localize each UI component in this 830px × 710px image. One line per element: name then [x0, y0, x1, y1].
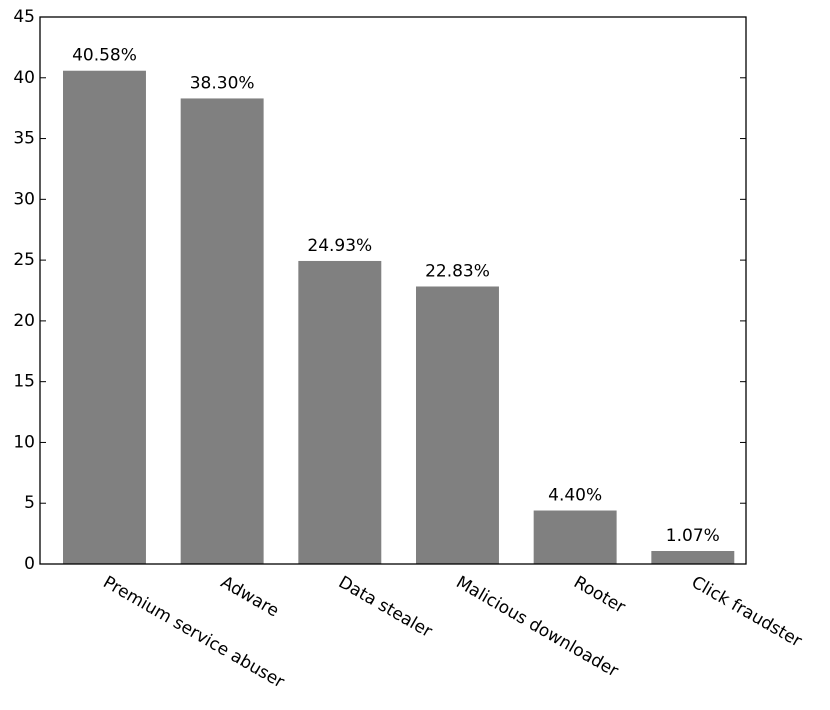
bar [416, 286, 499, 564]
bar [180, 98, 264, 564]
x-tick-label: Data stealer [335, 572, 436, 642]
bar [63, 70, 146, 565]
bar [651, 550, 735, 564]
y-tick-label: 15 [13, 372, 35, 392]
value-label: 24.93% [307, 236, 372, 256]
y-tick-label: 0 [24, 554, 35, 574]
y-tick-label: 45 [13, 7, 35, 27]
x-tick-label: Rooter [570, 572, 628, 617]
value-label: 40.58% [72, 46, 137, 66]
bar [533, 510, 617, 564]
value-label: 22.83% [425, 261, 490, 281]
y-tick-label: 30 [13, 189, 35, 209]
x-tick-label: Adware [217, 572, 282, 621]
y-tick-label: 20 [13, 311, 35, 331]
value-label: 1.07% [666, 526, 720, 546]
plot-frame [39, 16, 747, 565]
x-tick-label: Click fraudster [688, 572, 805, 651]
value-label: 4.40% [548, 486, 602, 506]
value-label: 38.30% [190, 73, 255, 93]
y-tick-label: 5 [24, 493, 35, 513]
y-tick-label: 35 [13, 129, 35, 149]
y-tick-label: 40 [13, 68, 35, 88]
y-tick-label: 25 [13, 250, 35, 270]
y-tick-label: 10 [13, 432, 35, 452]
bar [298, 260, 382, 564]
